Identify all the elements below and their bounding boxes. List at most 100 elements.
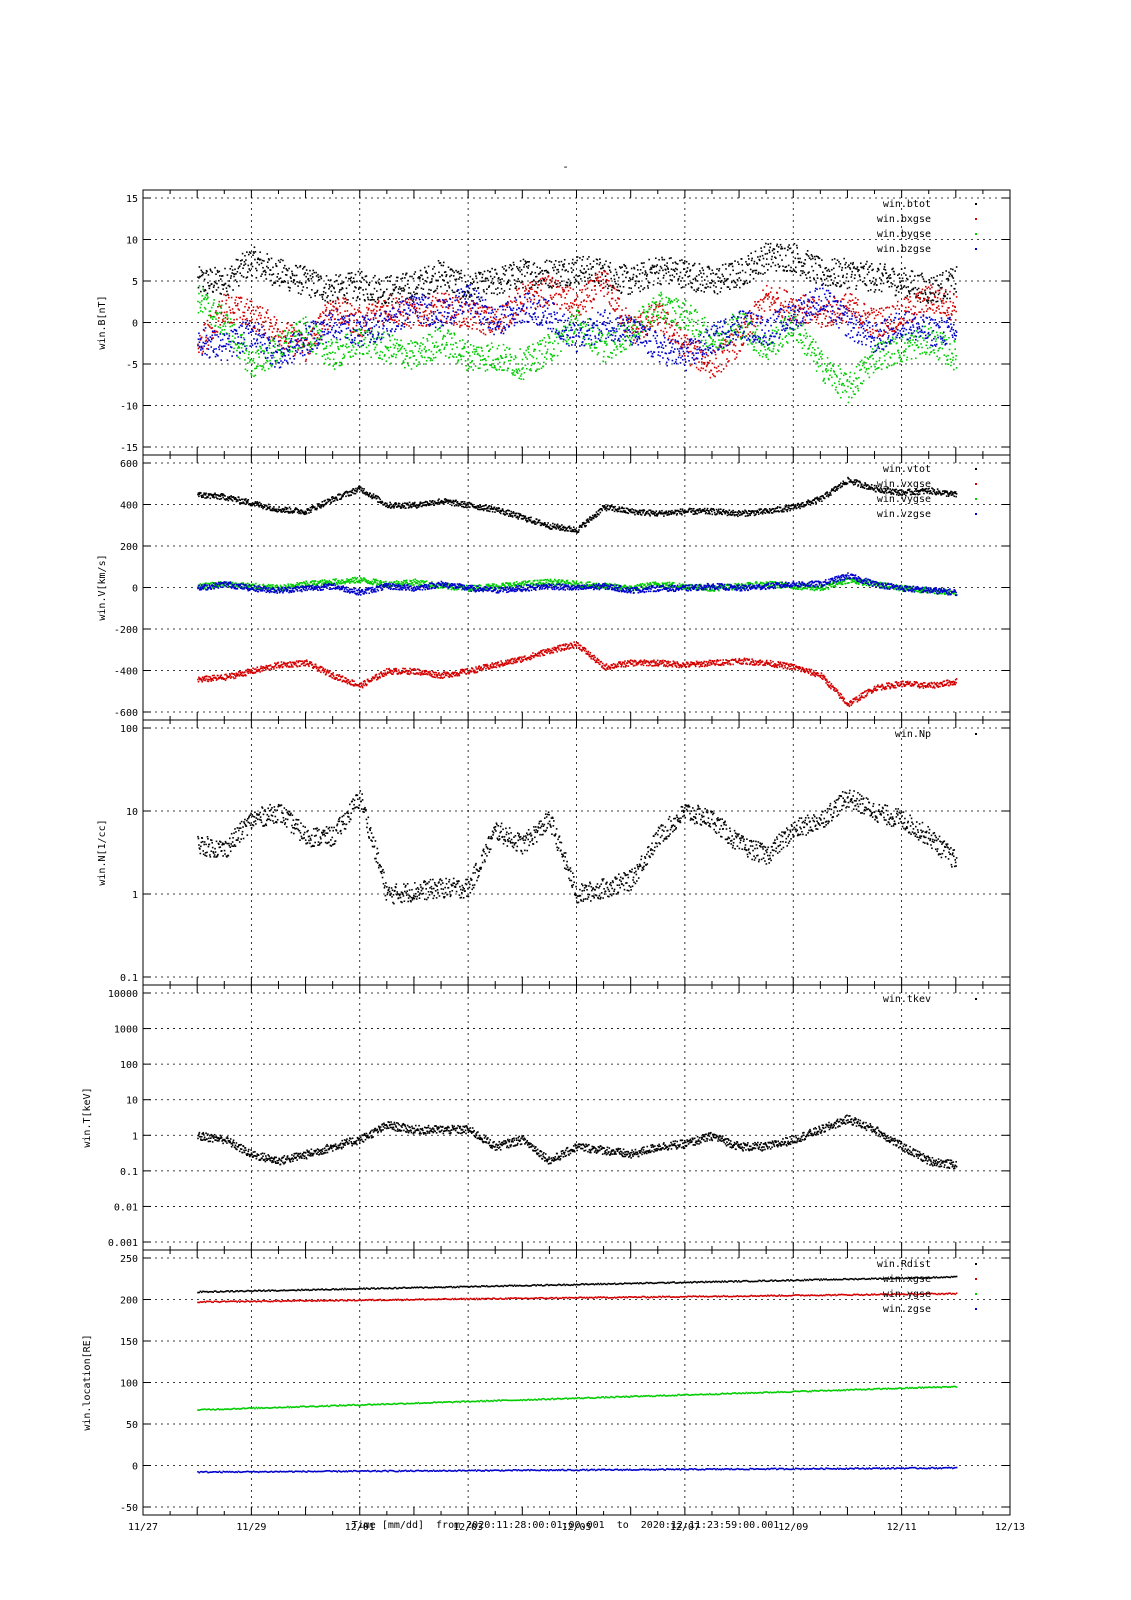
data-point xyxy=(699,349,701,352)
data-point xyxy=(724,280,726,282)
data-point xyxy=(762,289,764,292)
data-point xyxy=(761,355,764,358)
data-point xyxy=(757,271,760,274)
data-point xyxy=(391,355,393,358)
data-point xyxy=(581,259,584,261)
data-point xyxy=(865,362,867,364)
data-point xyxy=(710,369,713,372)
data-point xyxy=(394,344,397,347)
data-point xyxy=(497,358,500,361)
data-point xyxy=(896,274,899,277)
data-point xyxy=(599,261,602,264)
data-point xyxy=(376,302,379,304)
data-point xyxy=(458,353,461,355)
data-point xyxy=(935,310,938,312)
data-point xyxy=(517,278,520,280)
data-point xyxy=(755,269,758,272)
data-point xyxy=(330,343,333,345)
data-point xyxy=(268,273,271,276)
data-point xyxy=(534,271,537,274)
data-point xyxy=(555,286,558,289)
data-point xyxy=(723,339,726,342)
data-point xyxy=(213,348,215,350)
data-point xyxy=(760,250,763,252)
data-point xyxy=(450,317,453,319)
data-point xyxy=(735,272,738,275)
data-point xyxy=(310,343,313,345)
data-point xyxy=(829,275,831,278)
data-point xyxy=(324,358,327,361)
data-point xyxy=(738,277,741,279)
data-point xyxy=(624,265,627,268)
data-point xyxy=(678,275,681,278)
data-point xyxy=(620,322,622,325)
data-point xyxy=(608,280,610,282)
data-point xyxy=(545,358,548,360)
data-point xyxy=(869,265,872,267)
data-point xyxy=(603,350,605,353)
data-point xyxy=(543,337,546,339)
data-point xyxy=(236,354,238,357)
data-point xyxy=(815,255,818,258)
data-point xyxy=(731,313,734,316)
data-point xyxy=(811,340,814,343)
data-point xyxy=(565,293,568,295)
data-point xyxy=(869,333,872,336)
data-point xyxy=(560,275,562,278)
data-point xyxy=(656,324,659,326)
data-point xyxy=(288,351,291,354)
data-point xyxy=(713,350,715,352)
data-point xyxy=(858,269,860,271)
data-point xyxy=(271,331,274,333)
data-point xyxy=(836,281,838,284)
data-point xyxy=(734,260,736,262)
data-point xyxy=(909,275,911,278)
data-point xyxy=(239,352,242,354)
data-point xyxy=(904,310,906,312)
data-point xyxy=(914,275,916,277)
data-point xyxy=(793,305,796,308)
data-point xyxy=(596,341,598,344)
data-point xyxy=(862,380,865,382)
data-point xyxy=(656,311,659,313)
data-point xyxy=(439,262,442,264)
data-point xyxy=(705,287,707,289)
data-point xyxy=(452,356,455,358)
data-point xyxy=(221,329,223,331)
data-point xyxy=(414,271,417,273)
data-point xyxy=(277,328,279,331)
data-point xyxy=(401,295,403,298)
data-point xyxy=(407,364,410,367)
data-point xyxy=(562,266,565,268)
data-point xyxy=(318,278,321,281)
data-point xyxy=(632,273,635,276)
data-point xyxy=(733,316,736,318)
data-point xyxy=(288,337,290,340)
data-point xyxy=(870,309,873,312)
data-point xyxy=(658,302,661,305)
data-point xyxy=(407,317,409,320)
data-point xyxy=(280,355,283,357)
data-point xyxy=(719,342,722,345)
data-point xyxy=(848,307,850,310)
data-point xyxy=(800,297,802,299)
data-point xyxy=(409,350,411,352)
data-point xyxy=(537,284,539,286)
data-point xyxy=(248,268,251,270)
data-point xyxy=(364,329,366,332)
data-point xyxy=(702,345,705,347)
data-point xyxy=(786,269,789,272)
data-point xyxy=(216,269,219,272)
data-point xyxy=(460,277,463,279)
data-point xyxy=(223,334,226,337)
data-point xyxy=(432,291,435,293)
data-point xyxy=(664,317,667,319)
data-point xyxy=(700,367,703,369)
data-point xyxy=(778,265,781,268)
data-point xyxy=(485,359,487,362)
data-point xyxy=(908,291,910,293)
data-point xyxy=(234,329,236,331)
data-point xyxy=(590,300,593,303)
data-point xyxy=(455,278,458,280)
data-point xyxy=(550,353,553,356)
